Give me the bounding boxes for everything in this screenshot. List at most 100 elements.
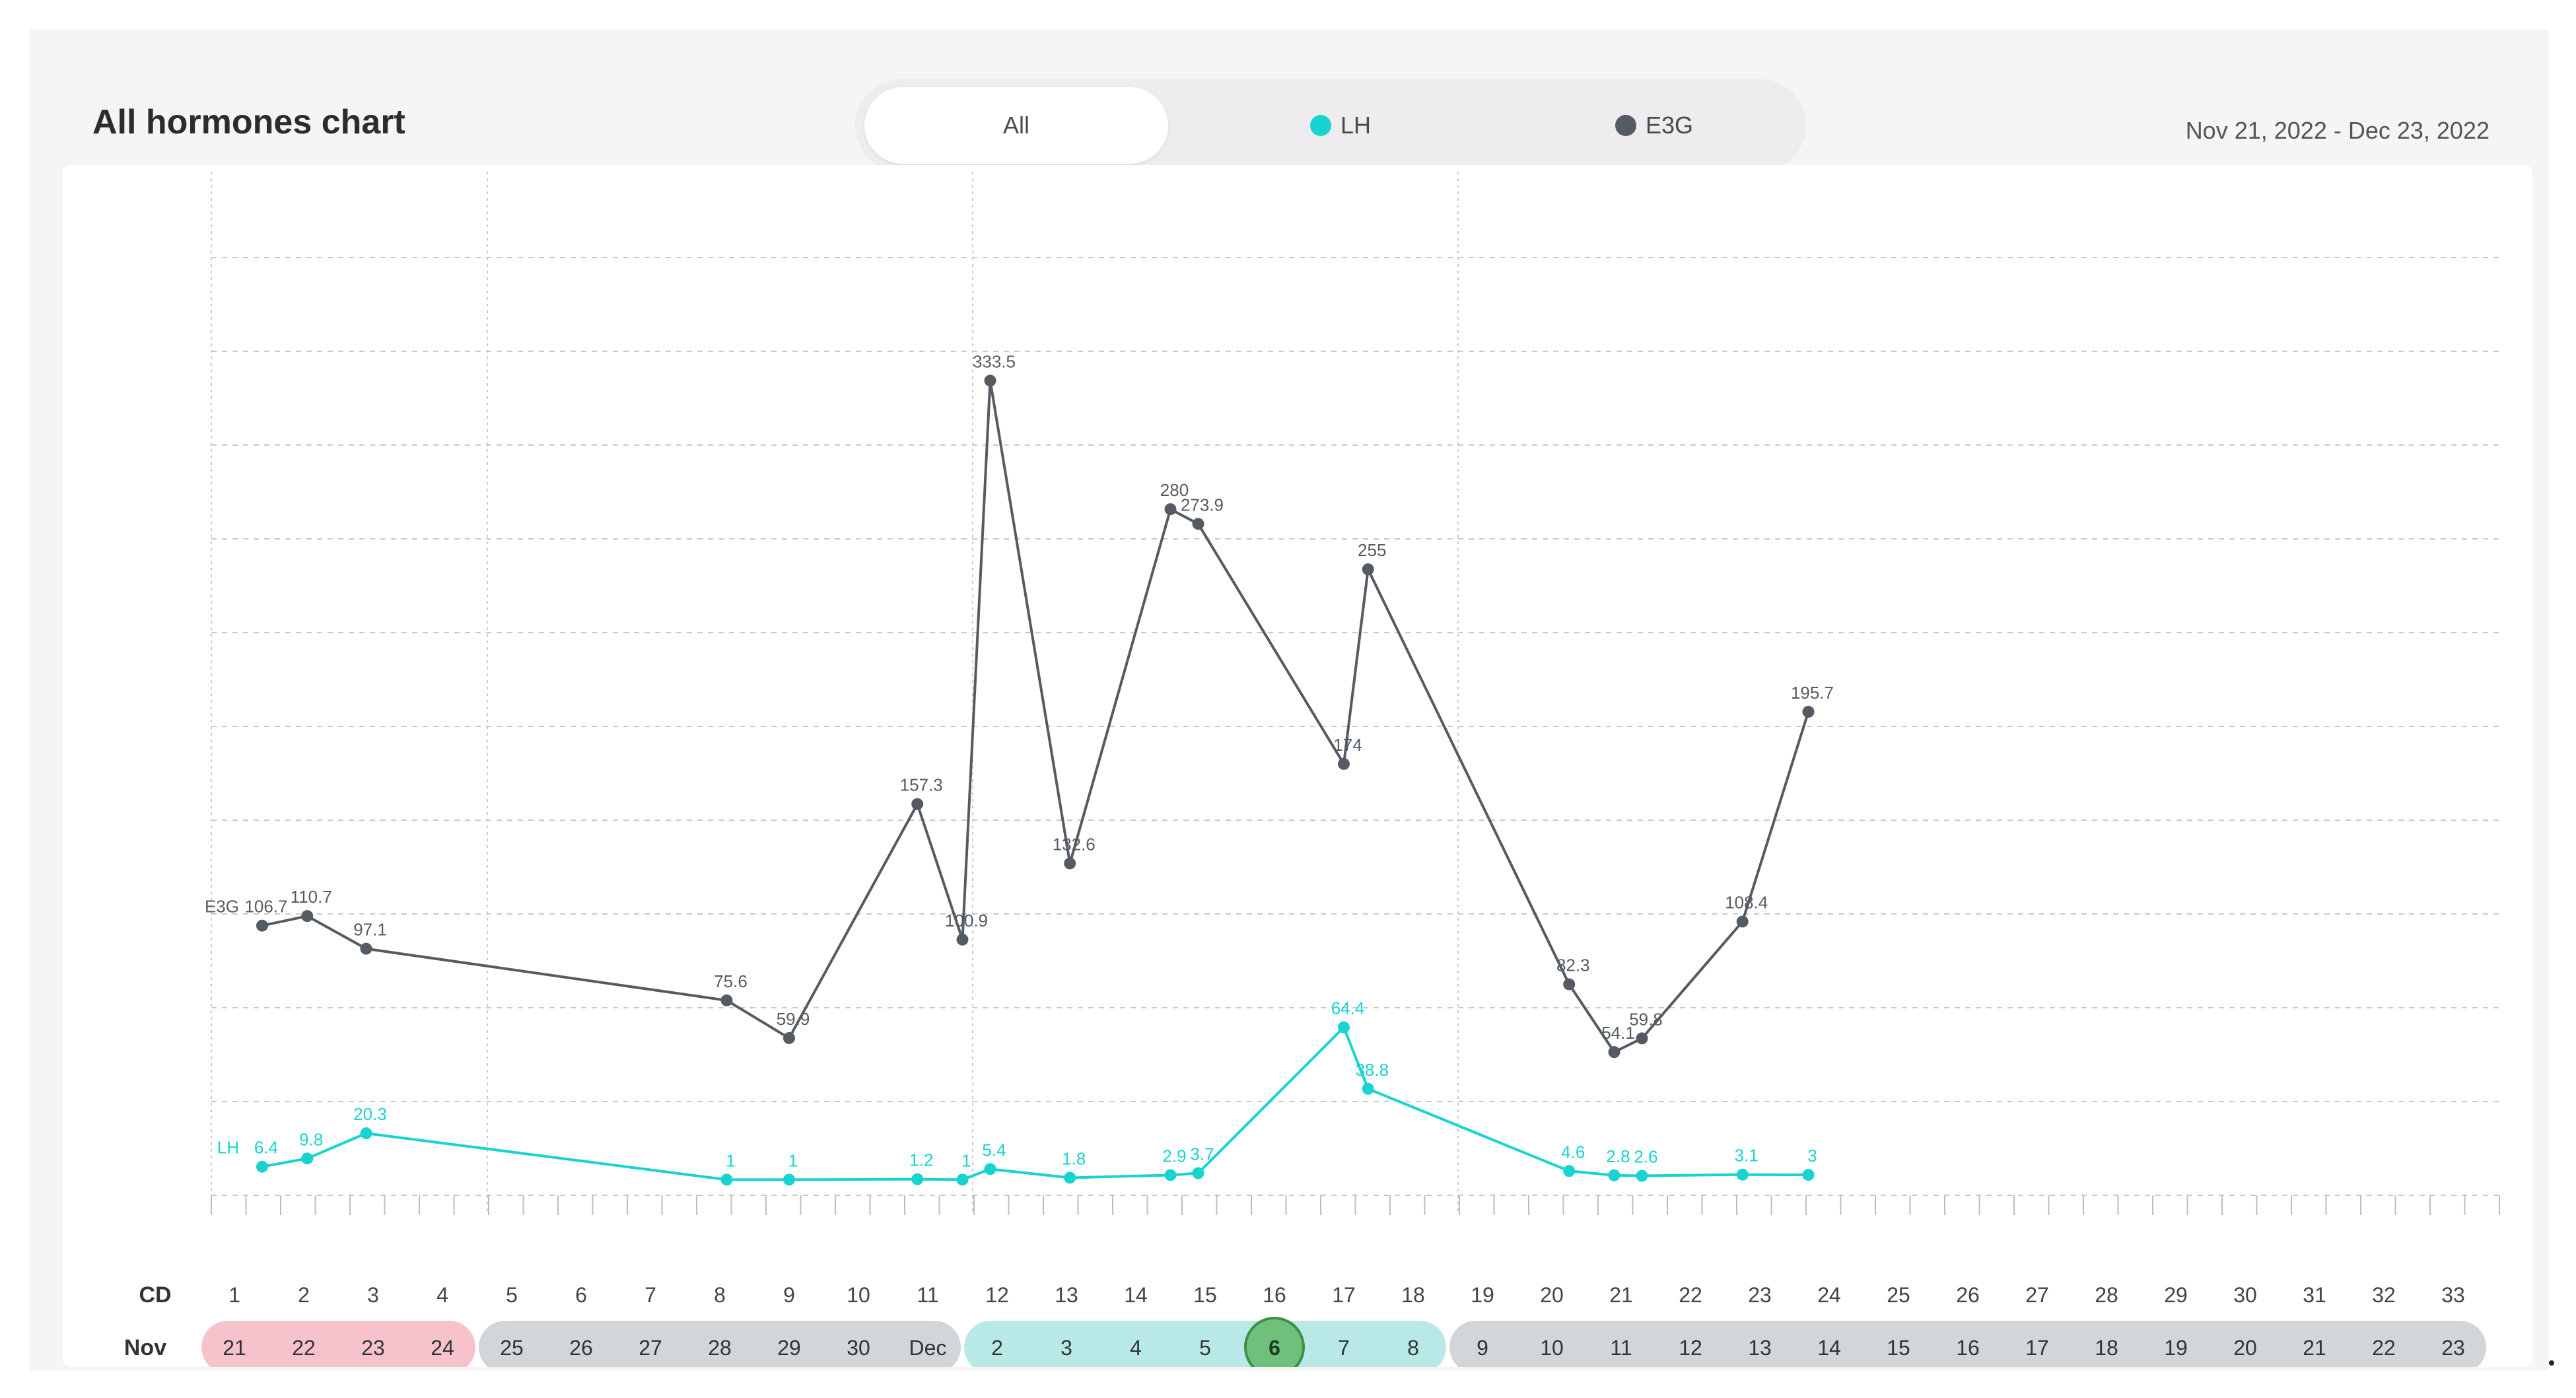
data-point-lh	[256, 1160, 268, 1173]
month-row-label: Nov	[124, 1335, 166, 1360]
data-point-e3g	[1362, 563, 1374, 576]
data-label-e3g: 110.7	[291, 887, 332, 907]
plot-card: 106.7 110.7 97.1 75.6 59.9 157.3 100.9 333.5 132…	[63, 165, 2532, 1367]
date-label: 2	[991, 1336, 1003, 1360]
cycle-day-label: 15	[1193, 1283, 1217, 1307]
series-layer: 106.7 110.797.175.659.9157.3100.9333.5132…	[205, 351, 1834, 1186]
data-point-lh	[1192, 1167, 1204, 1179]
cycle-day-label: 9	[783, 1283, 795, 1307]
tab-all[interactable]: All	[864, 87, 1168, 164]
date-range: Nov 21, 2022 - Dec 23, 2022	[2185, 117, 2489, 144]
data-label-lh: 2.9	[1162, 1146, 1186, 1166]
date-label: 21	[2303, 1336, 2326, 1360]
date-label: 8	[1407, 1336, 1419, 1360]
data-label-e3g: 59.9	[777, 1009, 810, 1029]
date-label: 28	[708, 1336, 732, 1360]
cycle-day-label: 3	[367, 1283, 379, 1307]
data-label-lh: 2.8	[1606, 1146, 1630, 1166]
data-point-lh	[1338, 1021, 1350, 1033]
data-label-e3g: 333.5	[973, 351, 1016, 371]
data-label-lh: 6.4	[254, 1138, 278, 1158]
cycle-day-label: 26	[1956, 1283, 1980, 1307]
cycle-day-label: 18	[1401, 1283, 1425, 1307]
hormone-filter-tabs: All LH E3G	[855, 79, 1806, 172]
data-point-e3g	[911, 798, 924, 810]
data-label-e3g: 174	[1333, 735, 1362, 755]
data-point-lh	[1802, 1169, 1815, 1181]
cycle-day-label: 2	[298, 1283, 310, 1307]
date-label: 11	[1610, 1336, 1632, 1360]
cycle-day-label: 19	[1471, 1283, 1494, 1307]
data-point-lh	[984, 1163, 996, 1175]
phase-band	[479, 1321, 961, 1367]
cycle-day-label: 14	[1124, 1283, 1148, 1307]
data-label-lh: 38.8	[1355, 1060, 1389, 1080]
cd-row-label: CD	[139, 1282, 171, 1308]
date-label: 22	[292, 1336, 316, 1360]
date-label: 24	[431, 1336, 454, 1360]
date-label: 29	[777, 1336, 801, 1360]
hormone-line-chart: 106.7 110.797.175.659.9157.3100.9333.5132…	[124, 172, 2503, 1367]
data-point-lh	[1362, 1082, 1374, 1095]
data-label-lh: 1	[961, 1150, 971, 1170]
phase-band	[1449, 1321, 2486, 1367]
data-label-e3g: 132.6	[1053, 834, 1096, 854]
e3g-dot-icon	[1615, 115, 1636, 136]
date-label: 15	[1887, 1336, 1910, 1360]
date-label: 22	[2372, 1336, 2396, 1360]
date-label: 23	[361, 1336, 385, 1360]
date-label: 19	[2164, 1336, 2188, 1360]
cycle-day-label: 5	[506, 1283, 518, 1307]
date-label: 27	[639, 1336, 662, 1360]
lh-dot-icon	[1309, 115, 1331, 136]
cycle-day-label: 33	[2441, 1283, 2465, 1307]
date-label: 16	[1956, 1336, 1980, 1360]
data-point-lh	[360, 1127, 372, 1140]
cycle-day-label: 31	[2303, 1283, 2326, 1307]
tab-e3g-label: E3G	[1645, 112, 1694, 139]
data-label-e3g: 157.3	[900, 775, 943, 795]
data-point-lh	[1064, 1171, 1076, 1184]
cycle-day-label: 12	[985, 1283, 1009, 1307]
cycle-day-label: 20	[1540, 1283, 1564, 1307]
date-label: 20	[2233, 1336, 2257, 1360]
data-point-e3g	[1192, 518, 1204, 530]
series-line-e3g	[261, 380, 1810, 1054]
data-label-lh: 20.3	[353, 1104, 387, 1124]
date-label: 7	[1338, 1336, 1350, 1360]
data-point-e3g	[720, 994, 733, 1006]
date-label: 12	[1679, 1336, 1702, 1360]
selected-day-marker	[1244, 1317, 1305, 1367]
cycle-day-label: 13	[1055, 1283, 1078, 1307]
data-label-e3g: 255	[1358, 540, 1386, 560]
date-label: 17	[2025, 1336, 2049, 1360]
cycle-day-label: 30	[2233, 1283, 2257, 1307]
data-point-e3g	[1802, 705, 1815, 718]
cycle-day-label: 27	[2025, 1283, 2049, 1307]
data-point-e3g	[301, 910, 314, 923]
data-label-e3g: 273.9	[1181, 495, 1224, 514]
cycle-day-label: 25	[1887, 1283, 1910, 1307]
series-name-lh: LH	[217, 1138, 239, 1158]
tab-e3g[interactable]: E3G	[1568, 87, 1740, 164]
data-point-e3g	[783, 1032, 795, 1045]
data-point-lh	[1736, 1168, 1749, 1181]
stray-dot	[2549, 1360, 2554, 1366]
tab-all-label: All	[1002, 112, 1029, 139]
date-label: 6	[1269, 1336, 1280, 1360]
series-name-e3g: E3G	[205, 897, 239, 917]
data-label-lh: 64.4	[1331, 998, 1365, 1018]
cycle-day-label: 11	[917, 1283, 938, 1307]
cycle-day-label: 1	[228, 1283, 240, 1307]
page-title: All hormones chart	[92, 103, 405, 141]
data-label-e3g: 100.9	[945, 911, 988, 930]
data-label-e3g: 280	[1160, 480, 1189, 500]
tab-lh[interactable]: LH	[1265, 87, 1416, 164]
date-label: 18	[2095, 1336, 2118, 1360]
data-label-lh: 1	[788, 1150, 798, 1170]
data-label-e3g: 59.8	[1629, 1009, 1663, 1029]
data-point-e3g	[1636, 1032, 1648, 1045]
data-point-e3g	[956, 933, 969, 946]
cycle-day-label: 22	[1679, 1283, 1702, 1307]
cycle-day-label: 8	[714, 1283, 726, 1307]
